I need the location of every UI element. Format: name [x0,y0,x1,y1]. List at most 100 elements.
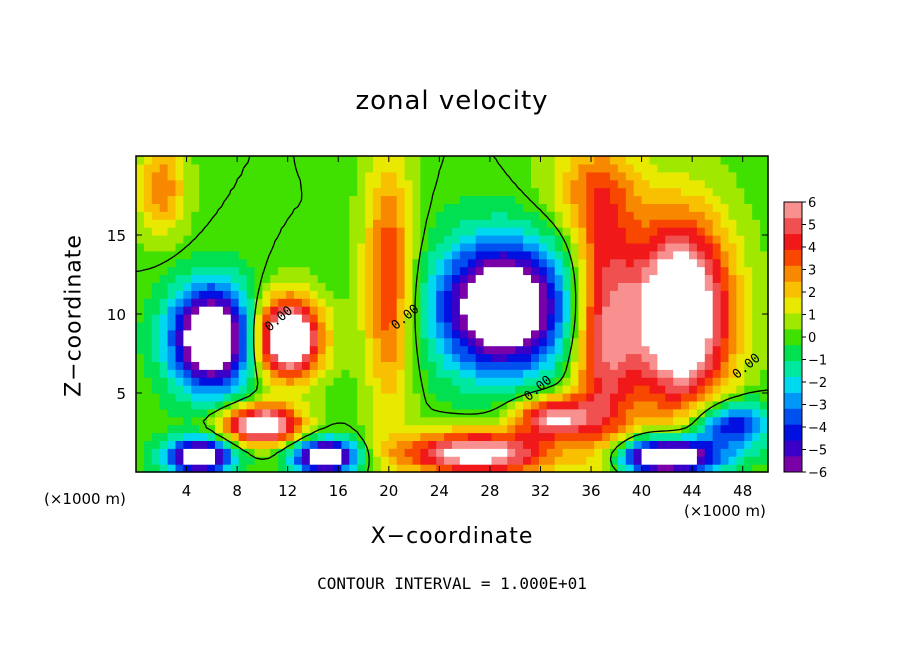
heat-cell [388,227,398,236]
heat-cell [333,179,342,189]
heat-cell [183,203,192,212]
heat-cell [428,250,437,260]
heat-cell [586,400,595,410]
heat-cell [744,321,753,331]
heat-cell [317,282,327,291]
heat-cell [380,456,390,465]
heat-cell [483,298,493,307]
heat-cell [728,408,737,418]
heat-cell [278,195,287,204]
heat-cell [215,306,224,315]
heat-cell [475,250,485,260]
heat-cell [499,337,508,347]
heat-cell [167,408,177,418]
heat-cell [357,258,366,268]
heat-cell [294,329,303,339]
heat-cell [333,424,342,434]
heat-cell [625,282,635,291]
heat-cell [625,203,635,212]
heat-cell [230,235,240,244]
heat-cell [625,400,635,410]
heat-cell [349,361,358,370]
heat-cell [270,369,279,378]
heat-cell [215,464,224,473]
heat-cell [270,235,279,244]
heat-cell [546,329,556,339]
heat-cell [238,156,248,165]
heat-cell [215,385,224,394]
heat-cell [736,290,745,299]
heat-cell [507,337,516,347]
contour-interval-note: CONTOUR INTERVAL = 1.000E+01 [317,574,587,593]
heat-cell [633,171,643,181]
heat-cell [333,369,342,378]
heat-cell [665,163,674,173]
heat-cell [357,456,366,465]
heat-cell [633,416,643,426]
heat-cell [657,306,666,315]
heat-cell [175,203,184,212]
heat-cell [696,432,706,441]
heat-cell [246,369,256,378]
heat-cell [246,163,256,173]
heat-cell [562,298,572,307]
heat-cell [215,408,224,418]
heat-cell [681,187,690,197]
heat-cell [665,377,674,386]
heat-cell [665,345,674,355]
heat-cell [491,377,500,386]
heat-cell [602,353,611,362]
heat-cell [617,211,627,220]
heat-cell [736,329,745,339]
heat-cell [333,306,342,315]
x-tick-label: 8 [232,482,242,500]
heat-cell [199,203,208,212]
heat-cell [341,203,350,212]
heat-cell [459,337,469,347]
heat-cell [175,195,184,204]
heat-cell [262,385,271,394]
heat-cell [396,211,406,220]
heat-cell [357,282,366,291]
heat-cell [507,187,516,197]
heat-cell [333,171,342,181]
heat-cell [444,306,453,315]
heat-cell [515,416,524,426]
heat-cell [380,266,390,276]
heat-cell [649,393,658,402]
heat-cell [696,385,706,394]
heat-cell [436,432,445,441]
heat-cell [341,408,350,418]
heat-cell [594,250,603,260]
heat-cell [475,432,485,441]
heat-cell [159,211,169,220]
heat-cell [436,242,445,252]
heat-cell [689,377,698,386]
heat-cell [633,203,643,212]
heat-cell [523,179,532,189]
heat-cell [341,171,350,181]
heat-cell [657,393,666,402]
heat-cell [475,361,485,370]
heat-cell [665,329,674,339]
heat-cell [222,274,232,283]
heat-cell [357,440,366,449]
heat-cell [467,187,477,197]
heat-cell [262,400,271,410]
heat-cell [602,290,611,299]
heat-cell [380,203,390,212]
heat-cell [230,282,240,291]
heat-cell [436,156,445,165]
heat-cell [760,156,769,165]
heat-cell [602,274,611,283]
heat-cell [333,258,342,268]
heat-cell [388,163,398,173]
heat-cell [388,282,398,291]
heat-cell [357,321,366,331]
heat-cell [365,227,374,236]
heat-cell [689,227,698,236]
heat-cell [728,456,737,465]
heat-cell [199,219,208,228]
heat-cell [238,408,248,418]
heat-cell [286,353,295,362]
